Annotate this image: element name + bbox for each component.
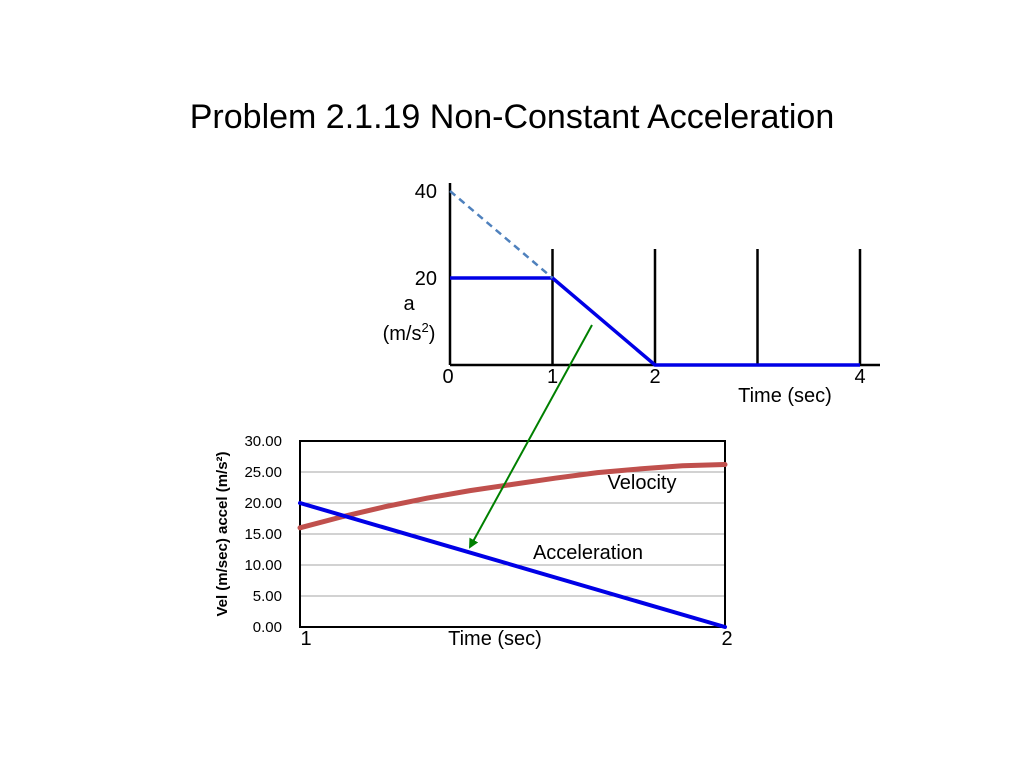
bottom-y-axis-label: Vel (m/sec) accel (m/s²) <box>214 451 231 616</box>
acceleration-series-line <box>298 501 727 629</box>
top-y-axis-unit: (m/s2) <box>383 320 436 345</box>
top-x-axis-label: Time (sec) <box>738 385 832 407</box>
top-y-axis-label: a <box>403 293 415 315</box>
connector-arrow <box>469 324 593 549</box>
top-x-tick-label: 2 <box>649 366 660 388</box>
velocity-series-line <box>297 462 728 531</box>
top-dashed-extrapolation-line <box>449 190 554 279</box>
bottom-y-tick-label: 0.00 <box>253 619 282 636</box>
bottom-y-tick-label: 5.00 <box>253 588 282 605</box>
top-x-tick-label: 1 <box>547 366 558 388</box>
top-acceleration-line <box>450 276 860 367</box>
top-x-tick-label: 4 <box>854 366 865 388</box>
top-y-tick-label: 40 <box>415 181 437 203</box>
top-y-tick-label: 20 <box>415 268 437 290</box>
bottom-y-tick-label: 10.00 <box>244 557 282 574</box>
bottom-x-tick-label: 2 <box>721 628 732 650</box>
bottom-y-tick-label: 15.00 <box>244 526 282 543</box>
bottom-y-tick-label: 30.00 <box>244 433 282 450</box>
bottom-y-tick-label: 20.00 <box>244 495 282 512</box>
bottom-plot-frame <box>299 440 726 628</box>
velocity-series-label: Velocity <box>608 472 677 494</box>
top-x-tick-label: 0 <box>442 366 453 388</box>
acceleration-series-label: Acceleration <box>533 542 643 564</box>
bottom-y-tick-label: 25.00 <box>244 464 282 481</box>
slide-title: Problem 2.1.19 Non-Constant Acceleration <box>189 98 835 136</box>
bottom-x-tick-label: 1 <box>300 628 311 650</box>
bottom-x-axis-label: Time (sec) <box>448 628 542 650</box>
